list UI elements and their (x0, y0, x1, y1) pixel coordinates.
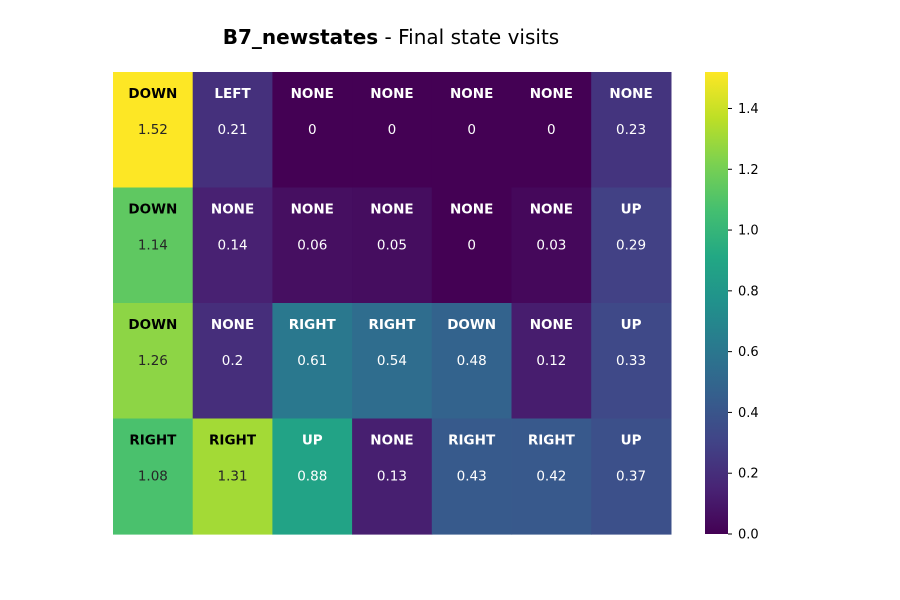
cell-value-label: 0 (467, 122, 476, 138)
cell-action-label: NONE (291, 202, 334, 218)
cell-value-label: 0.21 (218, 122, 248, 138)
cell-value-label: 0.14 (218, 238, 248, 254)
colorbar-tick-label: 0.6 (738, 345, 759, 360)
cell-value-label: 0.88 (297, 469, 327, 485)
heatmap-cell (272, 72, 353, 189)
heatmap-cell (192, 72, 273, 189)
cell-value-label: 0 (547, 122, 556, 138)
cell-action-label: NONE (530, 86, 573, 102)
chart-title-rest: - Final state visits (378, 25, 559, 49)
heatmap-cell (113, 418, 194, 535)
heatmap-cells: DOWN 1.52 LEFT 0.21 NONE 0 NONE 0 NONE 0 NONE 0 NONE… (113, 72, 672, 535)
heatmap-cell (113, 72, 194, 189)
heatmap-cell (192, 418, 273, 535)
colorbar-tick-label: 1.0 (738, 224, 759, 239)
colorbar: 0.0 0.2 0.4 0.6 0.8 1.0 1.2 1.4 (705, 72, 759, 543)
heatmap-cell (431, 187, 513, 304)
cell-value-label: 1.52 (138, 122, 168, 138)
cell-action-label: UP (621, 433, 642, 449)
heatmap-cell (352, 72, 433, 189)
heatmap-cell (192, 303, 273, 420)
cell-value-label: 0.42 (536, 469, 566, 485)
cell-action-label: DOWN (128, 202, 177, 218)
cell-value-label: 0.43 (457, 469, 487, 485)
cell-action-label: RIGHT (209, 433, 257, 449)
heatmap-cell (272, 418, 353, 535)
heatmap-cell (431, 418, 513, 535)
cell-value-label: 0.23 (616, 122, 646, 138)
heatmap-cell (511, 418, 592, 535)
heatmap-cell (591, 72, 672, 189)
colorbar-tick-label: 0.4 (738, 406, 759, 421)
cell-action-label: RIGHT (289, 317, 337, 333)
cell-value-label: 0.37 (616, 469, 646, 485)
colorbar-gradient (705, 72, 728, 534)
cell-value-label: 1.31 (218, 469, 248, 485)
heatmap-cell (431, 303, 513, 420)
cell-action-label: NONE (370, 433, 413, 449)
cell-value-label: 1.08 (138, 469, 168, 485)
cell-action-label: NONE (370, 202, 413, 218)
heatmap-cell (192, 187, 273, 304)
heatmap-cell (113, 303, 194, 420)
colorbar-tick-label: 0.0 (738, 528, 759, 543)
cell-value-label: 0 (467, 238, 476, 254)
heatmap-cell (352, 303, 433, 420)
cell-action-label: RIGHT (129, 433, 177, 449)
cell-action-label: NONE (450, 86, 493, 102)
cell-action-label: NONE (450, 202, 493, 218)
cell-action-label: NONE (530, 202, 573, 218)
colorbar-tick-label: 0.8 (738, 284, 759, 299)
heatmap-cell (511, 72, 592, 189)
cell-action-label: NONE (291, 86, 334, 102)
cell-value-label: 1.14 (138, 238, 168, 254)
cell-action-label: NONE (211, 202, 254, 218)
cell-action-label: NONE (609, 86, 652, 102)
cell-action-label: RIGHT (368, 317, 416, 333)
heatmap-cell (511, 187, 592, 304)
heatmap-cell (591, 187, 672, 304)
cell-value-label: 0.29 (616, 238, 646, 254)
cell-value-label: 0.48 (457, 353, 487, 369)
heatmap-cell (352, 418, 433, 535)
colorbar-tick-label: 0.2 (738, 467, 759, 482)
cell-action-label: NONE (370, 86, 413, 102)
cell-value-label: 0.13 (377, 469, 407, 485)
cell-action-label: LEFT (214, 86, 251, 102)
heatmap-cell (431, 72, 513, 189)
cell-action-label: NONE (211, 317, 254, 333)
cell-action-label: NONE (530, 317, 573, 333)
cell-action-label: RIGHT (528, 433, 576, 449)
cell-action-label: DOWN (447, 317, 496, 333)
cell-action-label: UP (302, 433, 323, 449)
cell-action-label: DOWN (128, 317, 177, 333)
cell-value-label: 1.26 (138, 353, 168, 369)
heatmap-cell (113, 187, 194, 304)
cell-action-label: DOWN (128, 86, 177, 102)
colorbar-tick-label: 1.2 (738, 163, 759, 178)
cell-value-label: 0.03 (536, 238, 566, 254)
chart-title-bold: B7_newstates (223, 25, 378, 49)
cell-value-label: 0.06 (297, 238, 327, 254)
colorbar-tick-label: 1.4 (738, 102, 759, 117)
heatmap-cell (352, 187, 433, 304)
cell-action-label: UP (621, 317, 642, 333)
cell-value-label: 0.2 (222, 353, 243, 369)
cell-value-label: 0.61 (297, 353, 327, 369)
heatmap-cell (511, 303, 592, 420)
cell-value-label: 0.33 (616, 353, 646, 369)
cell-action-label: UP (621, 202, 642, 218)
heatmap-cell (591, 418, 672, 535)
cell-value-label: 0.54 (377, 353, 407, 369)
cell-action-label: RIGHT (448, 433, 496, 449)
cell-value-label: 0.12 (536, 353, 566, 369)
heatmap-cell (272, 187, 353, 304)
cell-value-label: 0.05 (377, 238, 407, 254)
chart-title: B7_newstates - Final state visits (223, 25, 559, 49)
heatmap-cell (272, 303, 353, 420)
cell-value-label: 0 (308, 122, 317, 138)
cell-value-label: 0 (388, 122, 397, 138)
heatmap-cell (591, 303, 672, 420)
